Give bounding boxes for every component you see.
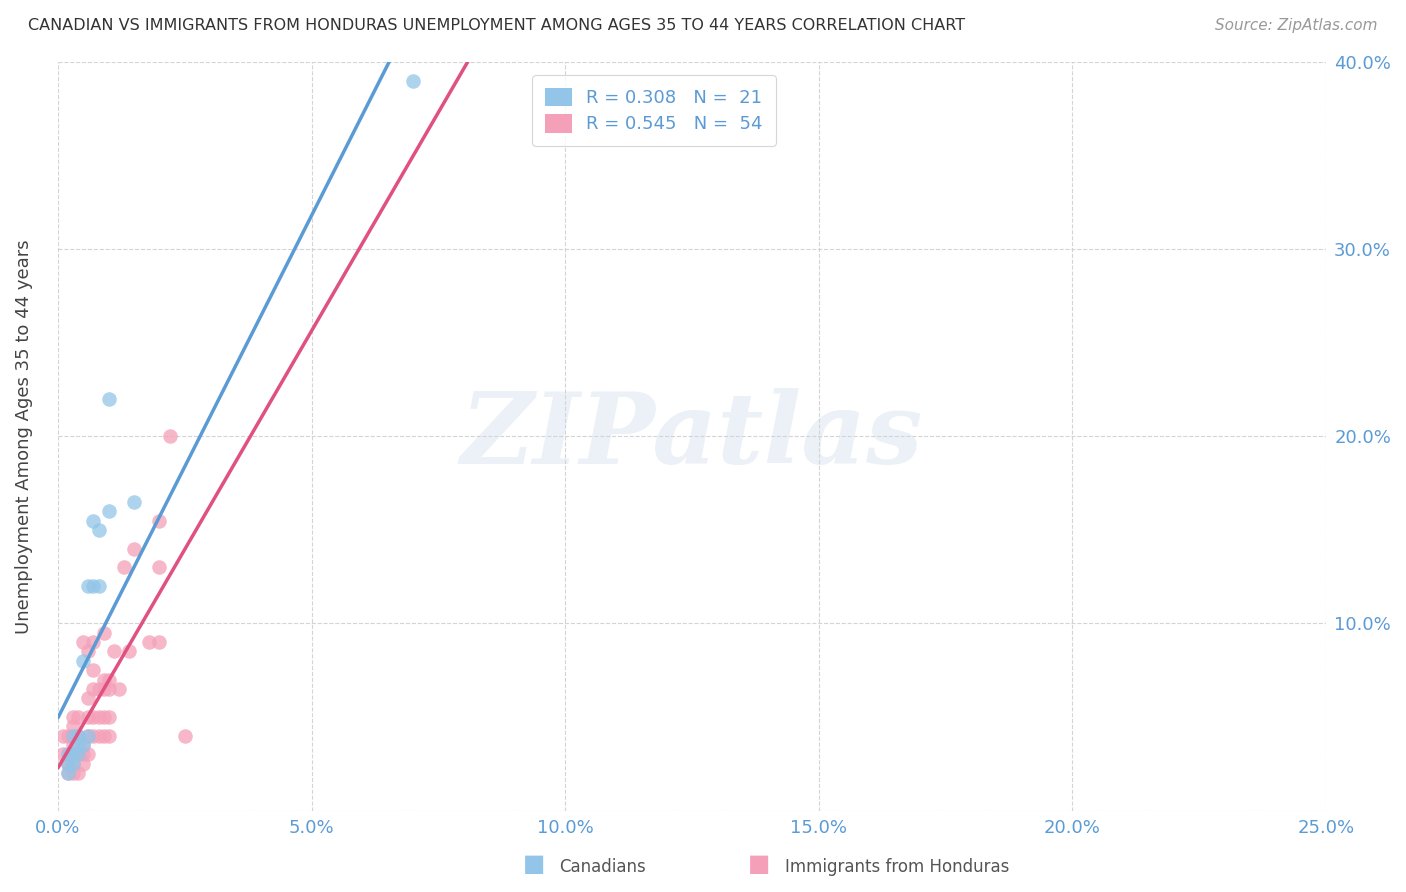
Point [56, 756, 79, 771]
Point [52, 747, 75, 762]
Point [173, 729, 195, 743]
Point [122, 495, 145, 509]
Point [77, 644, 100, 658]
Point [72, 635, 94, 649]
Point [97, 729, 120, 743]
Text: CANADIAN VS IMMIGRANTS FROM HONDURAS UNEMPLOYMENT AMONG AGES 35 TO 44 YEARS CORR: CANADIAN VS IMMIGRANTS FROM HONDURAS UNE… [28, 18, 966, 33]
Point [56, 756, 79, 771]
Point [56, 747, 79, 762]
Point [62, 729, 84, 743]
Point [56, 747, 79, 762]
Point [72, 756, 94, 771]
Text: Immigrants from Honduras: Immigrants from Honduras [785, 858, 1010, 876]
Point [87, 523, 110, 537]
Point [148, 635, 170, 649]
Point [62, 710, 84, 724]
Point [97, 504, 120, 518]
Point [82, 579, 104, 593]
Point [56, 766, 79, 780]
Text: Source: ZipAtlas.com: Source: ZipAtlas.com [1215, 18, 1378, 33]
Point [62, 756, 84, 771]
Text: ■: ■ [523, 852, 546, 876]
Y-axis label: Unemployment Among Ages 35 to 44 years: Unemployment Among Ages 35 to 44 years [15, 239, 32, 633]
Point [87, 579, 110, 593]
Point [67, 738, 90, 752]
Text: Canadians: Canadians [560, 858, 647, 876]
Point [62, 719, 84, 733]
Point [87, 729, 110, 743]
Point [77, 691, 100, 706]
Point [67, 710, 90, 724]
Point [138, 635, 160, 649]
Point [97, 673, 120, 687]
Point [52, 729, 75, 743]
Point [108, 681, 131, 696]
Text: ZIPatlas: ZIPatlas [461, 388, 924, 484]
Point [93, 710, 115, 724]
Point [103, 644, 125, 658]
Point [77, 710, 100, 724]
Point [93, 729, 115, 743]
Point [67, 747, 90, 762]
Point [77, 729, 100, 743]
Point [56, 766, 79, 780]
Point [62, 747, 84, 762]
Point [402, 74, 425, 88]
Point [93, 625, 115, 640]
Point [97, 392, 120, 406]
Point [62, 738, 84, 752]
Point [72, 654, 94, 668]
Point [82, 710, 104, 724]
Point [62, 766, 84, 780]
Point [97, 710, 120, 724]
Point [87, 681, 110, 696]
Point [67, 729, 90, 743]
Point [82, 729, 104, 743]
Point [82, 663, 104, 677]
Point [72, 747, 94, 762]
Point [82, 635, 104, 649]
Text: ■: ■ [748, 852, 770, 876]
Legend: R = 0.308   N =  21, R = 0.545   N =  54: R = 0.308 N = 21, R = 0.545 N = 54 [533, 75, 776, 146]
Point [77, 579, 100, 593]
Point [82, 514, 104, 528]
Point [62, 747, 84, 762]
Point [77, 729, 100, 743]
Point [72, 738, 94, 752]
Point [159, 429, 181, 443]
Point [77, 747, 100, 762]
Point [148, 560, 170, 574]
Point [87, 710, 110, 724]
Point [72, 738, 94, 752]
Point [93, 681, 115, 696]
Point [56, 729, 79, 743]
Point [62, 729, 84, 743]
Point [122, 541, 145, 556]
Point [112, 560, 135, 574]
Point [62, 756, 84, 771]
Point [118, 644, 141, 658]
Point [67, 747, 90, 762]
Point [93, 673, 115, 687]
Point [97, 681, 120, 696]
Point [67, 766, 90, 780]
Point [148, 514, 170, 528]
Point [67, 729, 90, 743]
Point [82, 681, 104, 696]
